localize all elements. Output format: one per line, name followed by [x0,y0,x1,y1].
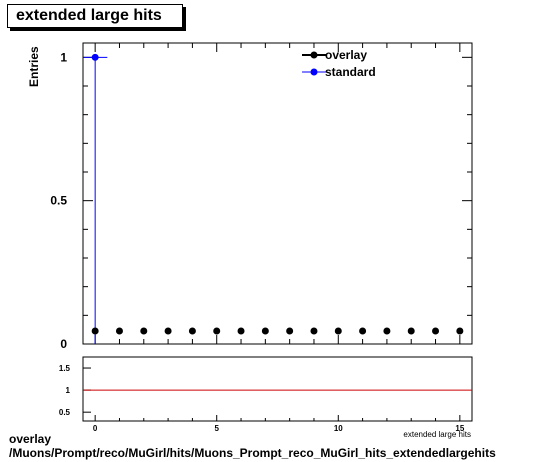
y-tick-label: 0.5 [50,194,67,208]
chart-title: extended large hits [16,7,162,24]
overlay-point [91,327,99,335]
legend-label-overlay: overlay [325,48,367,62]
main-plot-frame [82,42,473,345]
ratio-y-tick-label: 0.5 [59,408,71,417]
overlay-point [286,327,294,335]
ratio-x-tick-label: 0 [93,424,98,433]
y-axis-label: Entries [27,46,41,87]
legend-marker-overlay [310,51,318,59]
overlay-point [456,327,464,335]
overlay-point [213,327,221,335]
main-data-marks [83,53,464,344]
footer-line-1: overlay [9,432,52,446]
overlay-point [359,327,367,335]
overlay-point [188,327,196,335]
overlay-point [164,327,172,335]
overlay-point [383,327,391,335]
histogram-path: overlay /Muons/Prompt/reco/MuGirl/hits/M… [9,432,496,460]
legend-label-standard: standard [325,65,376,79]
overlay-point [115,327,123,335]
main-x-axis [94,43,461,344]
ratio-x-tick-label: 15 [455,424,464,433]
ratio-plot-frame [82,356,473,422]
overlay-point [432,327,440,335]
overlay-point [237,327,245,335]
standard-point [91,53,99,61]
legend-marker-standard [310,68,318,76]
overlay-point [310,327,318,335]
ratio-y-tick-label: 1.5 [59,364,71,373]
y-tick-label: 0 [60,337,67,351]
ratio-y-tick-label: 1 [66,386,71,395]
chart-title-box: extended large hits [7,4,183,28]
ratio-x-tick-label: 10 [334,424,343,433]
overlay-point [261,327,269,335]
overlay-point [334,327,342,335]
overlay-point [407,327,415,335]
main-y-axis: 00.51 [50,50,472,351]
y-tick-label: 1 [60,50,67,64]
x-axis-label: extended large hits [403,430,471,439]
legend: overlay standard [302,48,376,79]
overlay-point [140,327,148,335]
ratio-x-tick-label: 5 [214,424,219,433]
footer-line-2: /Muons/Prompt/reco/MuGirl/hits/Muons_Pro… [9,446,496,460]
ratio-x-axis: 0 5 10 15 [93,415,465,433]
